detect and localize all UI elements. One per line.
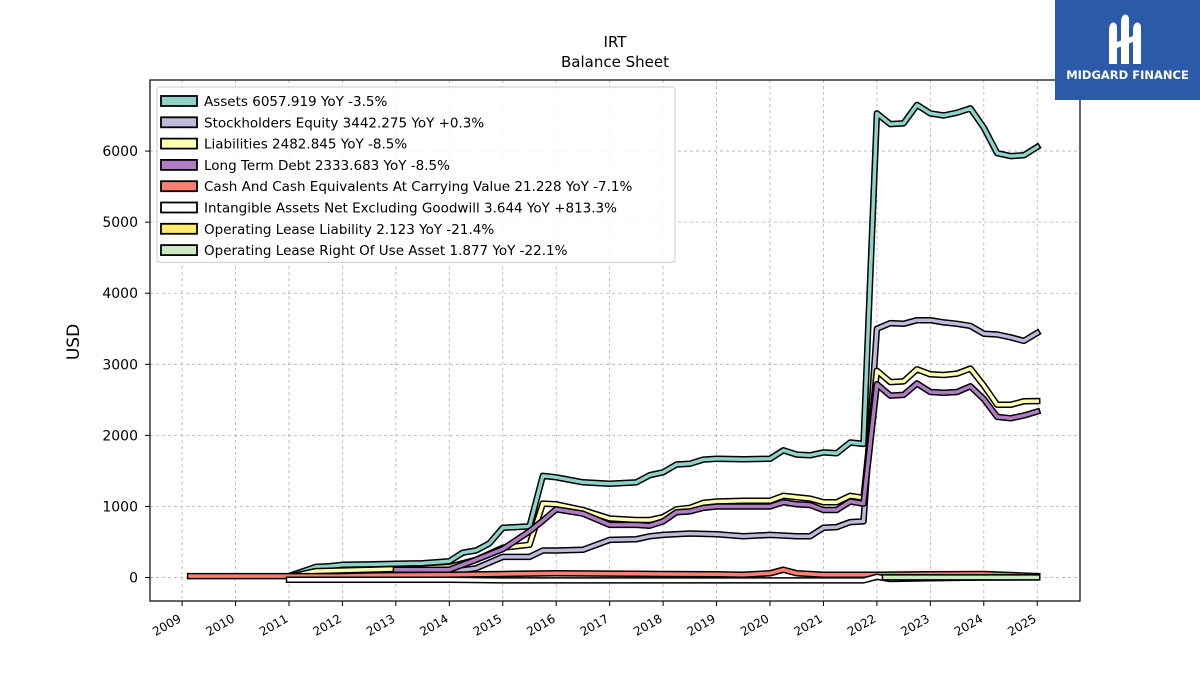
midgard-emblem-icon xyxy=(1109,14,1141,64)
legend-entry: Long Term Debt 2333.683 YoY -8.5% xyxy=(204,158,450,174)
legend: Assets 6057.919 YoY -3.5% Stockholders Eq… xyxy=(156,86,676,263)
x-tick-label: 2014 xyxy=(417,611,450,638)
y-tick-label: 5000 xyxy=(102,215,138,231)
legend-entry: Cash And Cash Equivalents At Carrying Va… xyxy=(204,179,632,195)
chart-title: IRT xyxy=(604,33,628,51)
x-tick-label: 2021 xyxy=(791,611,824,638)
series-line xyxy=(188,567,1040,578)
plot-frame xyxy=(149,79,1081,602)
legend-swatch xyxy=(160,95,198,107)
legend-swatch xyxy=(160,222,198,235)
x-tick-label: 2018 xyxy=(631,611,664,638)
x-tick-label: 2016 xyxy=(524,611,557,638)
x-tick-label: 2015 xyxy=(471,611,504,638)
series-line xyxy=(286,103,1040,579)
x-tick-label: 2022 xyxy=(845,611,878,638)
series-line xyxy=(394,381,1040,572)
legend-entry: Operating Lease Right Of Use Asset 1.877… xyxy=(204,243,568,259)
y-tick-label: 0 xyxy=(129,571,138,587)
y-tick-label: 1000 xyxy=(102,499,138,515)
x-tick-label: 2013 xyxy=(364,611,397,638)
x-tick-label: 2023 xyxy=(898,611,931,638)
y-tick-label: 6000 xyxy=(102,144,138,160)
y-tick-label: 3000 xyxy=(102,357,138,373)
chart-subtitle: Balance Sheet xyxy=(561,53,669,71)
midgard-finance-logo: MIDGARD FINANCE xyxy=(1055,0,1200,100)
x-tick-label: 2020 xyxy=(738,611,771,638)
y-tick-label: 4000 xyxy=(102,286,138,302)
legend-swatch xyxy=(160,244,198,257)
x-tick-label: 2025 xyxy=(1005,611,1038,638)
y-tick-label: 2000 xyxy=(102,428,138,444)
legend-entry: Assets 6057.919 YoY -3.5% xyxy=(204,94,388,110)
legend-swatch xyxy=(160,137,198,150)
x-tick-label: 2017 xyxy=(578,611,611,638)
legend-box xyxy=(156,86,676,263)
legend-swatch xyxy=(160,201,198,214)
y-axis-label: USD xyxy=(64,324,84,360)
legend-swatch xyxy=(160,158,198,171)
brand-name: MIDGARD FINANCE xyxy=(1066,68,1189,82)
legend-swatch xyxy=(160,116,198,129)
legend-swatch xyxy=(160,180,198,193)
x-tick-label: 2009 xyxy=(150,611,183,638)
series-line xyxy=(394,318,1040,576)
x-tick-label: 2024 xyxy=(952,611,985,638)
legend-entry: Operating Lease Liability 2.123 YoY -21.… xyxy=(204,222,494,238)
x-tick-label: 2012 xyxy=(310,611,343,638)
legend-entry: Stockholders Equity 3442.275 YoY +0.3% xyxy=(204,115,484,131)
x-tick-label: 2019 xyxy=(685,611,718,638)
x-tick-label: 2010 xyxy=(204,611,237,638)
x-tick-label: 2011 xyxy=(257,611,290,638)
legend-entry: Intangible Assets Net Excluding Goodwill… xyxy=(204,201,617,217)
legend-entry: Liabilities 2482.845 YoY -8.5% xyxy=(204,137,407,153)
series-layer xyxy=(186,101,1042,584)
